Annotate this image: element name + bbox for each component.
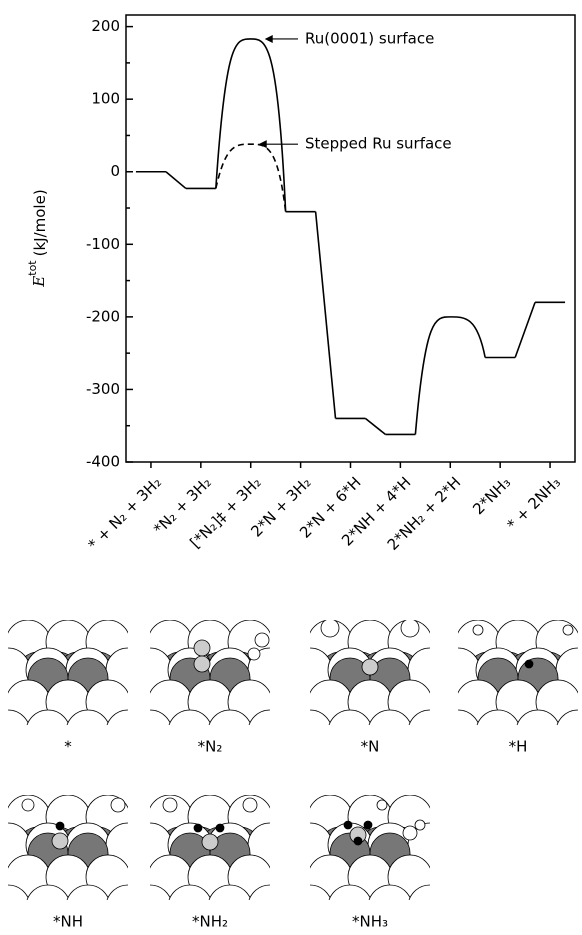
atom	[247, 647, 261, 661]
y-label-superscript: tot	[26, 260, 39, 276]
surface-panel	[150, 620, 270, 725]
atom	[524, 659, 534, 669]
atom	[248, 884, 270, 900]
atom	[193, 639, 211, 657]
y-tick-label: -400	[86, 453, 120, 471]
atom	[110, 797, 126, 813]
atom	[343, 820, 353, 830]
atom	[402, 825, 418, 841]
annotation: Ru(0001) surface	[305, 29, 434, 47]
connector	[364, 417, 386, 436]
annotation-arrowhead	[264, 34, 273, 43]
y-tick-label: 200	[91, 17, 120, 35]
atom	[106, 884, 128, 900]
atom	[368, 709, 412, 725]
atom	[408, 884, 430, 900]
atom	[21, 798, 35, 812]
y-label-unit: (kJ/mole)	[31, 189, 49, 256]
atom	[458, 709, 480, 725]
atom	[66, 884, 110, 900]
annotation-arrowhead	[258, 140, 267, 149]
connector	[165, 171, 187, 190]
atom	[516, 709, 560, 725]
y-tick-label: 0	[110, 162, 120, 180]
y-tick-label: -300	[86, 380, 120, 398]
surface-panel	[8, 795, 128, 900]
atom	[51, 832, 69, 850]
atom	[476, 709, 520, 725]
atom	[106, 709, 128, 725]
atom	[242, 797, 258, 813]
atom	[472, 624, 484, 636]
atom	[150, 709, 172, 725]
atom	[55, 821, 65, 831]
surface-panel	[8, 620, 128, 725]
surface-panel	[150, 795, 270, 900]
atom	[361, 658, 379, 676]
atom	[208, 884, 252, 900]
plot-frame	[125, 14, 576, 463]
atom	[556, 709, 578, 725]
atom	[363, 820, 373, 830]
atom	[400, 620, 420, 638]
atom	[201, 833, 219, 851]
transition-curve	[414, 316, 486, 435]
x-tick-label: * + N₂ + 3H₂	[84, 473, 164, 553]
atom	[254, 632, 270, 648]
atom	[162, 797, 178, 813]
atom	[8, 709, 30, 725]
atom	[248, 709, 270, 725]
connector	[514, 302, 536, 358]
atom	[353, 836, 363, 846]
atom	[408, 709, 430, 725]
atom	[328, 884, 372, 900]
surface-panel	[310, 795, 430, 900]
atom	[66, 709, 110, 725]
atom	[328, 709, 372, 725]
panel-label: *NH₂	[192, 913, 228, 931]
atom	[26, 884, 70, 900]
atom	[562, 624, 574, 636]
atom	[150, 884, 172, 900]
annotation: Stepped Ru surface	[305, 135, 452, 153]
panel-label: *	[64, 738, 72, 756]
atom	[414, 819, 426, 831]
atom	[208, 709, 252, 725]
x-tick-label: * + 2NH₃	[503, 473, 564, 534]
atom	[168, 709, 212, 725]
x-tick-label: 2*NH₃	[469, 473, 514, 518]
transition-curve	[215, 38, 287, 212]
atom	[26, 709, 70, 725]
atom	[193, 823, 203, 833]
y-tick-label: -100	[86, 235, 120, 253]
atom	[168, 884, 212, 900]
panel-label: *NH₃	[352, 913, 388, 931]
panel-label: *N₂	[198, 738, 223, 756]
y-tick-label: -200	[86, 307, 120, 325]
stepped-transition-curve	[215, 143, 287, 212]
connector	[314, 211, 337, 419]
surface-panel	[310, 620, 430, 725]
y-axis-label: Etot (kJ/mole)	[26, 189, 49, 287]
y-label-symbol: E	[30, 276, 48, 288]
atom	[320, 620, 340, 638]
panel-label: *N	[361, 738, 380, 756]
atom	[310, 884, 332, 900]
atom	[193, 655, 211, 673]
atom	[376, 799, 388, 811]
y-tick-label: 100	[91, 90, 120, 108]
atom	[8, 884, 30, 900]
surface-panel	[458, 620, 578, 725]
atom	[310, 709, 332, 725]
panel-label: *H	[509, 738, 528, 756]
panel-label: *NH	[53, 913, 83, 931]
atom	[215, 823, 225, 833]
atom	[368, 884, 412, 900]
